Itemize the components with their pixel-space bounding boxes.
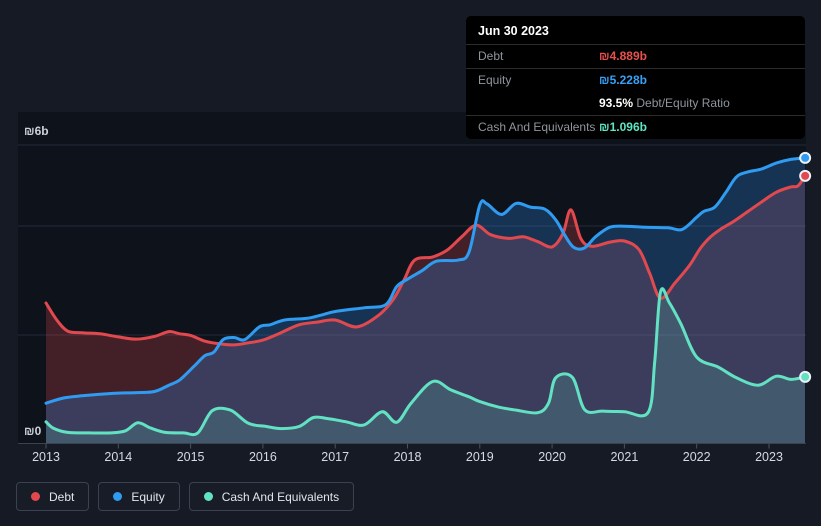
x-axis-label-2015: 2015 bbox=[177, 450, 205, 464]
tooltip-equity-value: ₪5.228b bbox=[599, 73, 647, 87]
debt-legend-dot-icon bbox=[31, 492, 40, 501]
x-axis-label-2022: 2022 bbox=[683, 450, 711, 464]
tooltip-cash-value: ₪1.096b bbox=[599, 120, 647, 134]
y-axis-max-label: ₪6b bbox=[24, 124, 49, 138]
x-axis-label-2016: 2016 bbox=[249, 450, 277, 464]
equity-area bbox=[46, 157, 806, 444]
tooltip-cash-label: Cash And Equivalents bbox=[478, 120, 596, 134]
equity-endpoint-marker[interactable] bbox=[799, 151, 812, 164]
tooltip-equity-label: Equity bbox=[478, 73, 512, 87]
x-axis-label-2021: 2021 bbox=[610, 450, 638, 464]
legend-item-cash-and-equivalents[interactable]: Cash And Equivalents bbox=[188, 482, 355, 511]
cash-and-equivalents-area bbox=[46, 288, 806, 444]
legend-item-label: Cash And Equivalents bbox=[221, 489, 340, 504]
equity-legend-dot-icon bbox=[113, 492, 123, 501]
tooltip-debt-value: ₪4.889b bbox=[599, 49, 647, 63]
x-axis-label-2014: 2014 bbox=[104, 450, 132, 464]
tooltip-cash-row: Cash And Equivalents ₪1.096b bbox=[466, 115, 805, 139]
tooltip-ratio: 93.5% Debt/Equity Ratio bbox=[599, 96, 730, 111]
cash-and-equivalents-legend-dot-icon bbox=[203, 492, 213, 501]
x-axis-label-2023: 2023 bbox=[755, 450, 783, 464]
tooltip-equity-row: Equity ₪5.228b bbox=[466, 68, 805, 92]
x-axis-label-2019: 2019 bbox=[466, 450, 494, 464]
legend-item-label: Equity bbox=[131, 489, 165, 504]
x-axis-label-2020: 2020 bbox=[538, 450, 566, 464]
tooltip-date: Jun 30 2023 bbox=[478, 24, 549, 38]
debt-area bbox=[46, 175, 806, 444]
tooltip-ratio-value: 93.5% bbox=[599, 96, 634, 110]
cash-and-equivalents-endpoint-marker[interactable] bbox=[799, 370, 812, 383]
x-axis-label-2018: 2018 bbox=[394, 450, 422, 464]
legend-item-debt[interactable]: Debt bbox=[16, 482, 90, 511]
debt-line[interactable] bbox=[44, 174, 807, 347]
tooltip-debt-row: Debt ₪4.889b bbox=[466, 44, 805, 68]
debt-endpoint-marker[interactable] bbox=[799, 169, 812, 182]
legend-item-label: Debt bbox=[49, 489, 75, 504]
x-axis-label-2017: 2017 bbox=[321, 450, 349, 464]
hover-tooltip: Jun 30 2023 Debt ₪4.889b Equity ₪5.228b … bbox=[466, 16, 805, 139]
equity-line[interactable] bbox=[44, 156, 807, 405]
legend-item-equity[interactable]: Equity bbox=[98, 482, 180, 511]
tooltip-ratio-row: 93.5% Debt/Equity Ratio bbox=[466, 92, 805, 115]
y-axis-zero-label: ₪0 bbox=[24, 424, 42, 438]
tooltip-ratio-label: Debt/Equity Ratio bbox=[636, 96, 730, 110]
x-axis-label-2013: 2013 bbox=[32, 450, 60, 464]
cash-and-equivalents-line[interactable] bbox=[44, 287, 807, 437]
tooltip-debt-label: Debt bbox=[478, 49, 504, 63]
chart-legend: Debt Equity Cash And Equivalents bbox=[16, 482, 355, 511]
